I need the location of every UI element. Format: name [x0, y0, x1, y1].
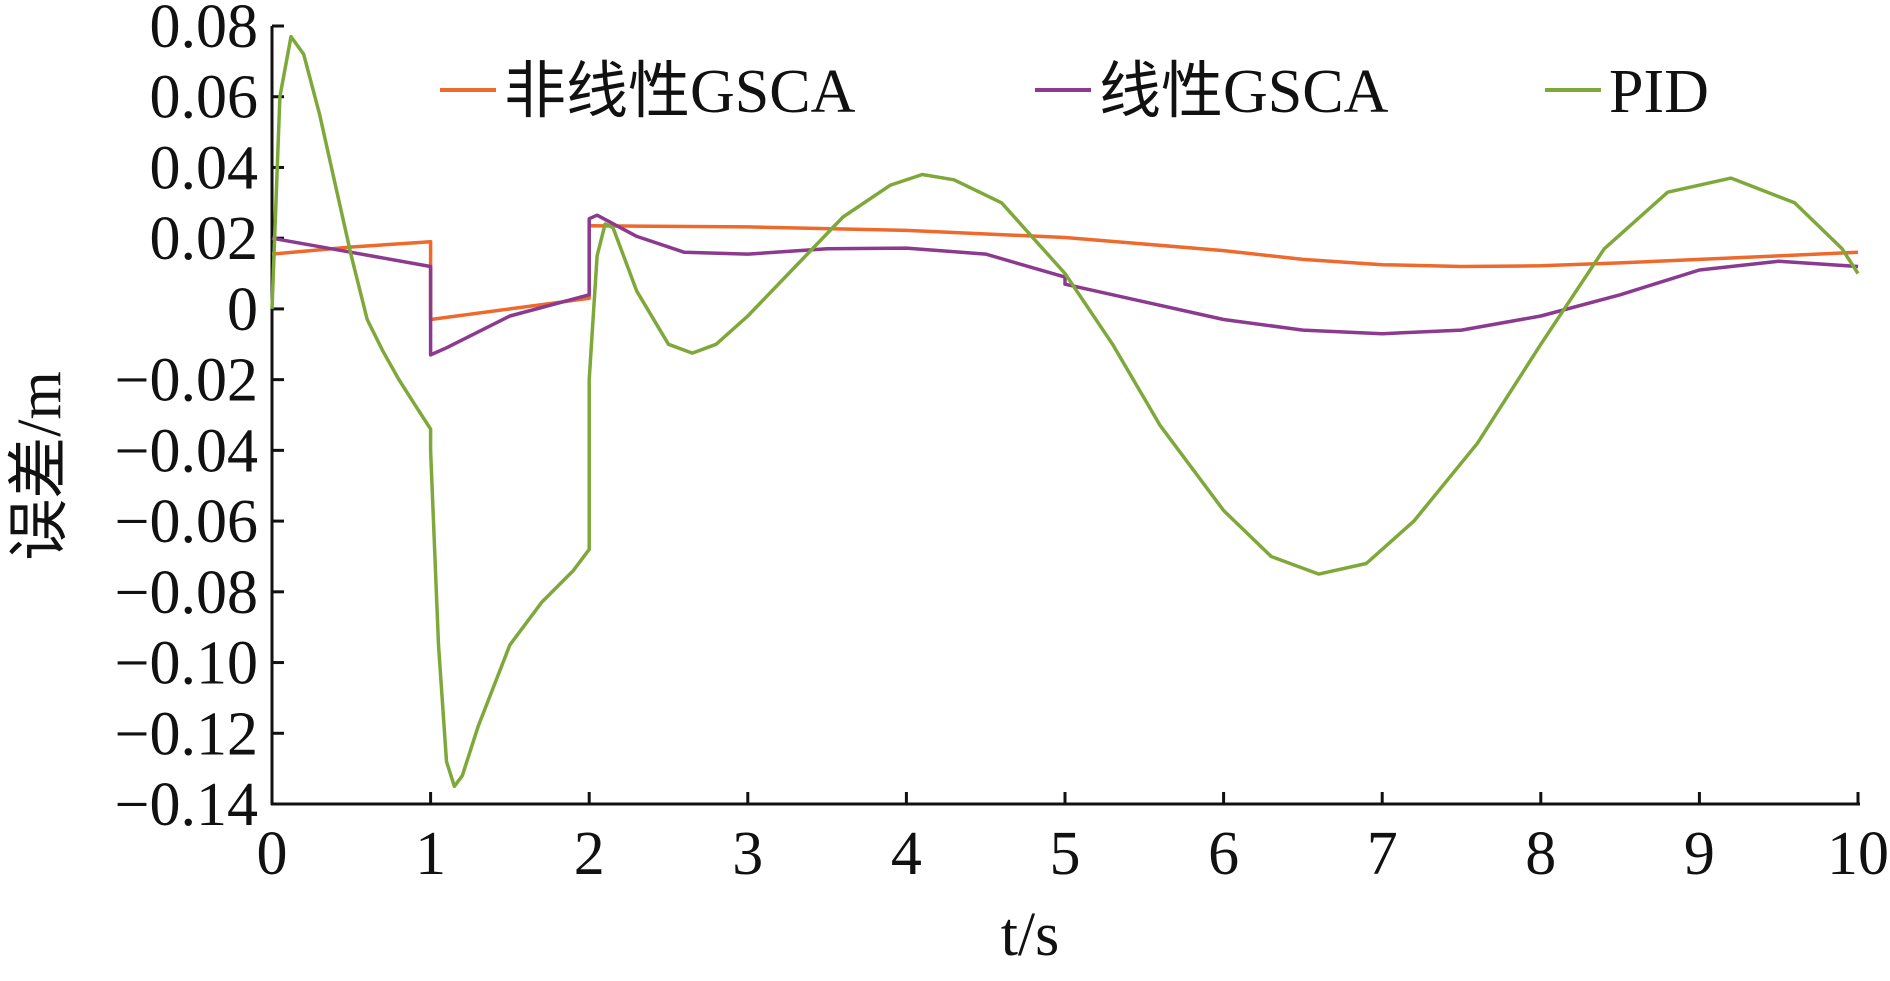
x-axis-title: t/s [1001, 901, 1060, 969]
y-axis-title: 误差/m [6, 371, 74, 560]
y-tick-label: −0.04 [115, 417, 258, 485]
legend: 非线性GSCA 线性GSCA PID [440, 58, 1709, 126]
x-tick-label: 0 [257, 820, 288, 888]
x-tick-label: 5 [1050, 820, 1081, 888]
x-tick-label: 1 [415, 820, 446, 888]
y-tick-label: 0.04 [150, 134, 259, 202]
series-line [270, 34, 1860, 789]
y-tick-label: 0.02 [150, 205, 259, 273]
x-tick-label: 3 [732, 820, 763, 888]
x-tick-label: 6 [1208, 820, 1239, 888]
x-tick-label: 9 [1684, 820, 1715, 888]
y-tick-label: 0.08 [150, 0, 259, 61]
x-tick-label: 10 [1827, 820, 1889, 888]
y-tick-label: 0 [227, 276, 258, 344]
y-tick-label: −0.12 [115, 700, 258, 768]
y-tick-label: 0.06 [150, 64, 259, 132]
y-tick-label: −0.06 [115, 488, 258, 556]
x-tick-label: 2 [574, 820, 605, 888]
legend-label: 非线性GSCA [504, 58, 856, 126]
series-line [271, 213, 1859, 357]
y-tick-label: −0.14 [115, 771, 258, 839]
axes: 0.080.060.040.020−0.02−0.04−0.06−0.08−0.… [115, 0, 1889, 888]
y-tick-label: −0.02 [115, 347, 258, 415]
series-layer [270, 34, 1860, 789]
x-tick-label: 8 [1525, 820, 1556, 888]
x-tick-label: 7 [1367, 820, 1398, 888]
legend-label: PID [1609, 58, 1709, 126]
y-tick-label: −0.10 [115, 630, 258, 698]
legend-label: 线性GSCA [1099, 58, 1389, 126]
x-tick-label: 4 [891, 820, 922, 888]
y-tick-label: −0.08 [115, 559, 258, 627]
